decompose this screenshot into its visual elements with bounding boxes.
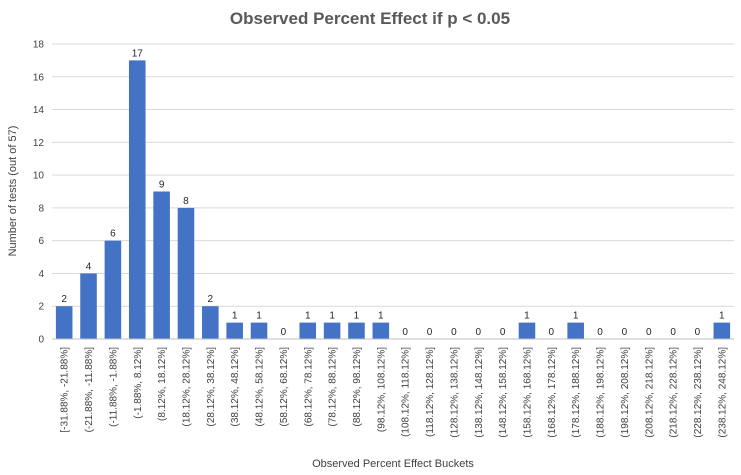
x-tick-label: (198.12%, 208.12%] (620, 347, 631, 438)
bar (153, 191, 170, 339)
bar (55, 306, 73, 339)
x-tick-label: (218.12%, 228.12%] (669, 347, 680, 438)
x-tick-label: (78.12%, 88.12%] (328, 347, 339, 427)
data-label: 0 (597, 327, 603, 338)
data-label: 0 (402, 327, 408, 338)
x-tick-label: (138.12%, 148.12%] (474, 347, 485, 438)
bar (250, 322, 268, 339)
x-tick-label: (28.12%, 38.12%] (206, 347, 217, 427)
y-axis-ticks: 0 2 4 6 8 10 12 14 16 18 (33, 40, 45, 346)
bar (80, 273, 97, 339)
bar (202, 306, 219, 339)
y-tick-label: 4 (38, 269, 44, 280)
bar (323, 322, 341, 339)
chart-title: Observed Percent Effect if p < 0.05 (230, 9, 510, 28)
data-label: 9 (159, 180, 165, 191)
bar (104, 240, 122, 339)
x-axis-ticks: [-31.88%, -21.88%] (-21.88%, -11.88%] (-11… (60, 347, 729, 438)
x-tick-label: (228.12%, 238.12%] (693, 347, 704, 438)
data-label: 2 (208, 294, 214, 305)
y-tick-label: 14 (33, 105, 45, 116)
y-tick-label: 10 (33, 171, 45, 182)
x-tick-label: (108.12%, 118.12%] (401, 347, 412, 437)
y-tick-label: 6 (38, 236, 44, 247)
data-label: 0 (695, 327, 701, 338)
data-label: 1 (573, 311, 579, 322)
y-tick-label: 0 (38, 335, 44, 346)
bars (55, 60, 731, 340)
x-tick-label: (158.12%, 168.12%] (522, 347, 533, 438)
x-tick-label: (88.12%, 98.12%] (352, 347, 363, 427)
x-tick-label: (68.12%, 78.12%] (303, 347, 314, 427)
x-tick-label: (238.12%, 248.12%] (717, 347, 728, 438)
bar (226, 322, 243, 339)
x-tick-label: (188.12%, 198.12%] (596, 347, 607, 438)
bar (518, 322, 536, 339)
bar (299, 322, 317, 339)
x-tick-label: (58.12%, 68.12%] (279, 347, 290, 427)
x-tick-label: (178.12%, 188.12%] (571, 347, 582, 438)
x-tick-label: (38.12%, 48.12%] (230, 347, 241, 427)
data-label: 1 (719, 311, 725, 322)
x-tick-label: (118.12%, 128.12%] (425, 347, 436, 437)
x-tick-label: [-31.88%, -21.88%] (60, 347, 71, 433)
y-tick-label: 16 (33, 72, 45, 83)
x-tick-label: (208.12%, 218.12%] (644, 347, 655, 438)
data-label: 1 (524, 311, 530, 322)
y-tick-label: 8 (38, 203, 44, 214)
data-label: 1 (305, 311, 311, 322)
x-axis-label: Observed Percent Effect Buckets (312, 458, 474, 470)
data-label: 0 (646, 327, 652, 338)
data-label: 0 (622, 327, 628, 338)
x-tick-label: (-11.88%, -1.88%] (108, 347, 119, 427)
data-label: 0 (427, 327, 433, 338)
x-tick-label: (98.12%, 108.12%] (376, 347, 387, 432)
x-tick-label: (18.12%, 28.12%] (181, 347, 192, 427)
bar (128, 60, 146, 340)
bar (372, 322, 390, 339)
bar (713, 322, 731, 339)
y-tick-label: 18 (33, 40, 45, 51)
bar (177, 207, 195, 339)
data-label: 4 (86, 261, 92, 272)
data-label: 17 (132, 48, 144, 59)
data-label: 0 (281, 327, 287, 338)
data-label: 1 (329, 311, 335, 322)
data-label: 6 (110, 229, 116, 240)
x-tick-label: (148.12%, 158.12%] (498, 347, 509, 438)
data-label: 0 (670, 327, 676, 338)
x-tick-label: (48.12%, 58.12%] (255, 347, 266, 427)
data-label: 1 (354, 311, 360, 322)
x-tick-label: (-1.88%, 8.12%] (133, 347, 144, 419)
x-tick-label: (-21.88%, -11.88%] (84, 347, 95, 433)
data-label: 0 (549, 327, 555, 338)
y-tick-label: 2 (38, 302, 44, 313)
x-tick-label: (8.12%, 18.12%] (157, 347, 168, 421)
x-tick-label: (128.12%, 138.12%] (449, 347, 460, 438)
x-tick-label: (168.12%, 178.12%] (547, 347, 558, 438)
data-label: 0 (475, 327, 481, 338)
data-label: 2 (61, 294, 67, 305)
data-label: 8 (183, 196, 189, 207)
bar (567, 322, 584, 339)
data-label: 0 (500, 327, 506, 338)
data-labels: 2 4 6 17 9 8 2 1 1 0 1 1 1 1 0 0 0 0 0 1 0 1 0 0 0 0 0 1 (61, 48, 725, 338)
y-axis-label: Number of tests (out of 57) (7, 126, 19, 257)
data-label: 1 (378, 311, 384, 322)
data-label: 0 (451, 327, 457, 338)
data-label: 1 (256, 311, 262, 322)
data-label: 1 (232, 311, 238, 322)
y-tick-label: 12 (33, 138, 45, 149)
bar (348, 322, 365, 339)
